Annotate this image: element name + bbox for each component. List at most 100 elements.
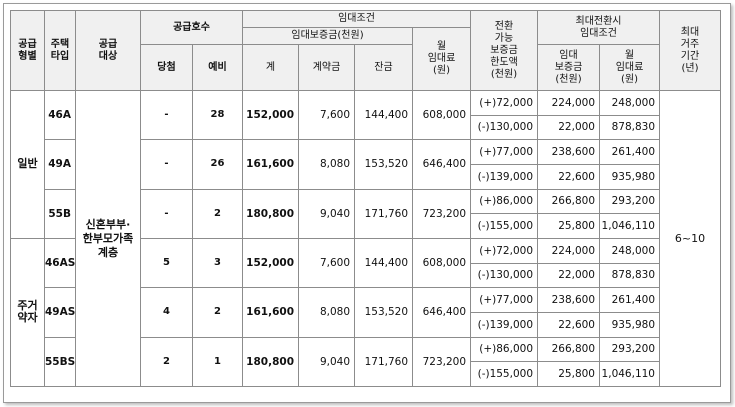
won-cell: 4 [140,287,193,338]
header-supply-target: 공급 대상 [75,10,141,91]
header-house-type: 주택 타입 [44,10,76,91]
convertible-limit-cell: (+)77,000 [470,287,538,313]
max-rent-cell: 248,000 [599,90,660,116]
convertible-limit-cell: (+)77,000 [470,139,538,165]
max-rent-cell: 293,200 [599,188,660,215]
supply-target-cell: 신혼부부· 한부모가족 계층 [75,90,141,387]
monthly-rent-cell: 608,000 [412,237,471,289]
house-type-cell: 55B [44,188,76,239]
balance-cell: 171,760 [354,188,413,239]
convertible-limit-cell: (+)86,000 [470,188,538,215]
won-cell: - [140,139,193,190]
table-row: (-)130,000 22,000 878,830 [11,114,721,141]
balance-cell: 153,520 [354,139,413,190]
max-rent-cell: 935,980 [599,163,660,190]
monthly-rent-cell: 608,000 [412,89,471,141]
max-deposit-cell: 224,000 [537,237,600,264]
reserve-cell: 28 [192,89,243,141]
reserve-cell: 26 [192,139,243,190]
max-deposit-cell: 25,800 [537,213,600,239]
rental-conditions-table: 공급 형별 주택 타입 공급 대상 공급호수 임대조건 전환 가능 보증금 한도… [10,10,721,388]
total-cell: 180,800 [242,336,299,388]
max-deposit-cell: 266,800 [537,188,600,215]
table-row: 49A -26 161,600 8,080 153,520 646,400 (+)77,00… [11,139,721,190]
max-rent-cell: 293,200 [599,336,660,363]
max-deposit-cell: 25,800 [537,361,600,387]
header-won: 당첨 [140,44,193,91]
down-payment-cell: 8,080 [298,139,355,190]
header-monthly-rent: 월 임대료 (원) [412,27,471,91]
house-type-cell: 46A [44,89,76,141]
max-deposit-cell: 22,000 [537,262,600,289]
balance-cell: 153,520 [354,287,413,338]
max-deposit-cell: 22,600 [537,311,600,338]
max-deposit-cell: 266,800 [537,336,600,363]
max-deposit-cell: 224,000 [537,90,600,116]
header-total: 계 [242,44,299,91]
convertible-limit-cell: (-)139,000 [470,163,538,190]
table-row: (-)139,000 22,600 935,980 [11,163,721,190]
total-cell: 152,000 [242,89,299,141]
header-down-payment: 계약금 [298,44,355,91]
table-row: (-)155,000 25,800 1,046,110 [11,361,721,387]
header-supply-units: 공급호수 [140,10,243,45]
monthly-rent-cell: 723,200 [412,336,471,388]
convertible-limit-cell: (-)155,000 [470,361,538,387]
reserve-cell: 2 [192,287,243,338]
header-rent-conditions: 임대조건 [242,10,471,28]
supply-type-cell: 일반 [10,90,45,239]
max-deposit-cell: 22,000 [537,114,600,141]
convertible-limit-cell: (-)130,000 [470,114,538,141]
table-row: 49AS 4 2 161,600 8,080 153,520 646,400 (+)77,00… [11,287,721,338]
header-reserve: 예비 [192,44,243,91]
house-type-cell: 49AS [44,287,76,338]
max-deposit-cell: 238,600 [537,287,600,313]
max-rent-cell: 261,400 [599,287,660,313]
header-balance: 잔금 [354,44,413,91]
table-row: (-)139,000 22,600 935,980 [11,311,721,338]
house-type-cell: 49A [44,139,76,190]
down-payment-cell: 9,040 [298,336,355,388]
convertible-limit-cell: (+)72,000 [470,90,538,116]
convertible-limit-cell: (+)86,000 [470,336,538,363]
down-payment-cell: 7,600 [298,237,355,289]
monthly-rent-cell: 723,200 [412,188,471,239]
monthly-rent-cell: 646,400 [412,139,471,190]
balance-cell: 171,760 [354,336,413,388]
convertible-limit-cell: (+)72,000 [470,237,538,264]
total-cell: 180,800 [242,188,299,239]
max-deposit-cell: 22,600 [537,163,600,190]
reserve-cell: 2 [192,188,243,239]
won-cell: - [140,188,193,239]
won-cell: 2 [140,336,193,388]
convertible-limit-cell: (-)139,000 [470,311,538,338]
down-payment-cell: 7,600 [298,89,355,141]
total-cell: 161,600 [242,139,299,190]
header-max-rent: 월 임대료 (원) [599,44,660,91]
max-rent-cell: 261,400 [599,139,660,165]
monthly-rent-cell: 646,400 [412,287,471,338]
max-rent-cell: 878,830 [599,114,660,141]
won-cell: - [140,89,193,141]
won-cell: 5 [140,237,193,289]
reserve-cell: 3 [192,237,243,289]
header-supply-type: 공급 형별 [10,10,45,91]
max-rent-cell: 248,000 [599,237,660,264]
header-max-deposit: 임대 보증금 (천원) [537,44,600,91]
house-type-cell: 55BS [44,336,76,388]
max-deposit-cell: 238,600 [537,139,600,165]
header-max-stay: 최대 거주 기간 (년) [659,10,721,91]
down-payment-cell: 9,040 [298,188,355,239]
max-rent-cell: 1,046,110 [599,213,660,239]
max-rent-cell: 1,046,110 [599,361,660,387]
supply-type-cell: 주거 약자 [10,237,45,388]
house-type-cell: 46AS [44,237,76,289]
balance-cell: 144,400 [354,89,413,141]
down-payment-cell: 8,080 [298,287,355,338]
header-convertible-limit: 전환 가능 보증금 한도액 (천원) [470,10,538,91]
total-cell: 152,000 [242,237,299,289]
reserve-cell: 1 [192,336,243,388]
convertible-limit-cell: (-)130,000 [470,262,538,289]
header-max-conversion: 최대전환시 임대조건 [537,10,660,45]
max-rent-cell: 878,830 [599,262,660,289]
